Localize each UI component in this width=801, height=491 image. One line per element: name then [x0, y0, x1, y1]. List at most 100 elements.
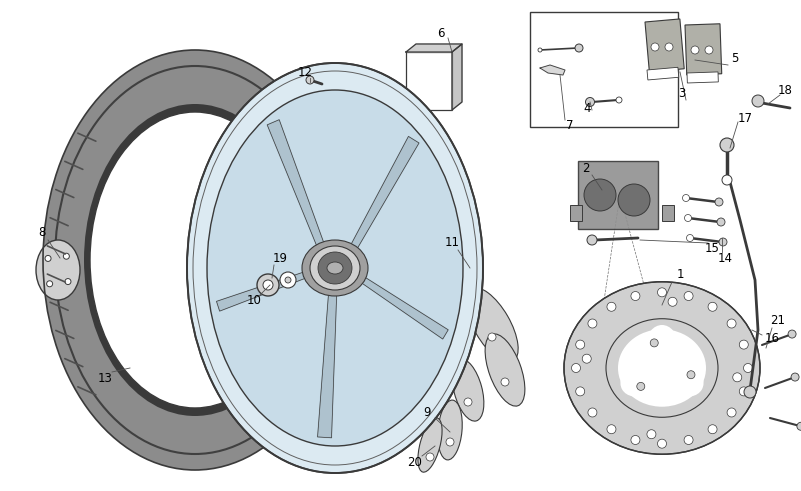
Ellipse shape — [618, 329, 706, 407]
Polygon shape — [348, 136, 419, 253]
Circle shape — [685, 215, 691, 221]
Circle shape — [744, 386, 756, 398]
Circle shape — [727, 319, 736, 328]
Text: 4: 4 — [583, 102, 591, 114]
Ellipse shape — [646, 325, 678, 365]
Ellipse shape — [485, 334, 525, 406]
Text: 1: 1 — [676, 269, 684, 281]
Circle shape — [752, 95, 764, 107]
Text: 14: 14 — [718, 251, 732, 265]
Circle shape — [618, 184, 650, 216]
Polygon shape — [268, 120, 325, 251]
Ellipse shape — [318, 252, 352, 284]
Circle shape — [708, 425, 717, 434]
Circle shape — [285, 277, 291, 283]
Circle shape — [797, 422, 801, 430]
Ellipse shape — [327, 262, 343, 274]
Circle shape — [708, 302, 717, 311]
Bar — [685, 24, 722, 75]
Text: OEM: OEM — [340, 218, 460, 263]
Circle shape — [538, 48, 542, 52]
Ellipse shape — [43, 50, 347, 470]
Bar — [662, 205, 674, 221]
Ellipse shape — [666, 362, 703, 397]
Text: sparparts: sparparts — [317, 264, 483, 293]
Circle shape — [687, 371, 695, 379]
Circle shape — [722, 175, 732, 185]
Text: 6: 6 — [437, 27, 445, 39]
Polygon shape — [216, 270, 312, 311]
Text: 10: 10 — [247, 294, 261, 306]
Ellipse shape — [564, 282, 760, 454]
Circle shape — [727, 408, 736, 417]
Circle shape — [46, 281, 53, 287]
Circle shape — [717, 218, 725, 226]
Circle shape — [720, 138, 734, 152]
Circle shape — [446, 438, 454, 446]
Circle shape — [791, 373, 799, 381]
Text: 7: 7 — [566, 118, 574, 132]
Circle shape — [584, 179, 616, 211]
Circle shape — [715, 198, 723, 206]
Circle shape — [263, 280, 273, 290]
Ellipse shape — [207, 90, 463, 446]
Circle shape — [501, 378, 509, 386]
Text: 5: 5 — [731, 52, 739, 64]
Bar — [647, 67, 678, 80]
Circle shape — [464, 398, 472, 406]
Polygon shape — [540, 65, 565, 75]
Bar — [406, 52, 452, 110]
Ellipse shape — [84, 104, 306, 416]
Text: 17: 17 — [738, 111, 752, 125]
Circle shape — [280, 272, 296, 288]
Circle shape — [788, 330, 796, 338]
Circle shape — [588, 319, 597, 328]
Circle shape — [658, 288, 666, 297]
Circle shape — [488, 333, 496, 341]
Circle shape — [576, 387, 585, 396]
Bar — [645, 19, 684, 72]
Circle shape — [684, 292, 693, 300]
Circle shape — [682, 194, 690, 201]
Ellipse shape — [466, 288, 518, 362]
Ellipse shape — [36, 240, 80, 300]
Polygon shape — [406, 44, 462, 52]
Circle shape — [426, 453, 434, 461]
Bar — [578, 161, 658, 229]
Text: 11: 11 — [445, 236, 460, 248]
Text: 9: 9 — [423, 406, 431, 418]
Circle shape — [739, 340, 748, 349]
Ellipse shape — [452, 359, 484, 421]
Circle shape — [63, 253, 70, 259]
Text: 21: 21 — [771, 313, 786, 327]
Circle shape — [588, 408, 597, 417]
Circle shape — [45, 255, 51, 261]
Ellipse shape — [302, 240, 368, 296]
Bar — [687, 72, 718, 83]
Polygon shape — [356, 274, 449, 339]
Bar — [570, 205, 582, 221]
Circle shape — [647, 430, 656, 439]
Ellipse shape — [438, 400, 462, 460]
Circle shape — [576, 340, 585, 349]
Circle shape — [607, 302, 616, 311]
Circle shape — [668, 297, 677, 306]
Circle shape — [571, 363, 581, 373]
Text: 15: 15 — [705, 242, 719, 254]
Circle shape — [65, 278, 71, 285]
Circle shape — [705, 46, 713, 54]
Circle shape — [684, 436, 693, 444]
Circle shape — [665, 43, 673, 51]
Text: 19: 19 — [272, 251, 288, 265]
Circle shape — [719, 238, 727, 246]
Text: 8: 8 — [38, 225, 46, 239]
Circle shape — [631, 292, 640, 300]
Circle shape — [658, 439, 666, 448]
Circle shape — [587, 235, 597, 245]
Circle shape — [743, 363, 752, 373]
Text: 18: 18 — [778, 83, 792, 97]
Ellipse shape — [621, 362, 658, 397]
Text: 2: 2 — [582, 162, 590, 174]
Text: 13: 13 — [98, 372, 112, 384]
Ellipse shape — [310, 246, 360, 290]
